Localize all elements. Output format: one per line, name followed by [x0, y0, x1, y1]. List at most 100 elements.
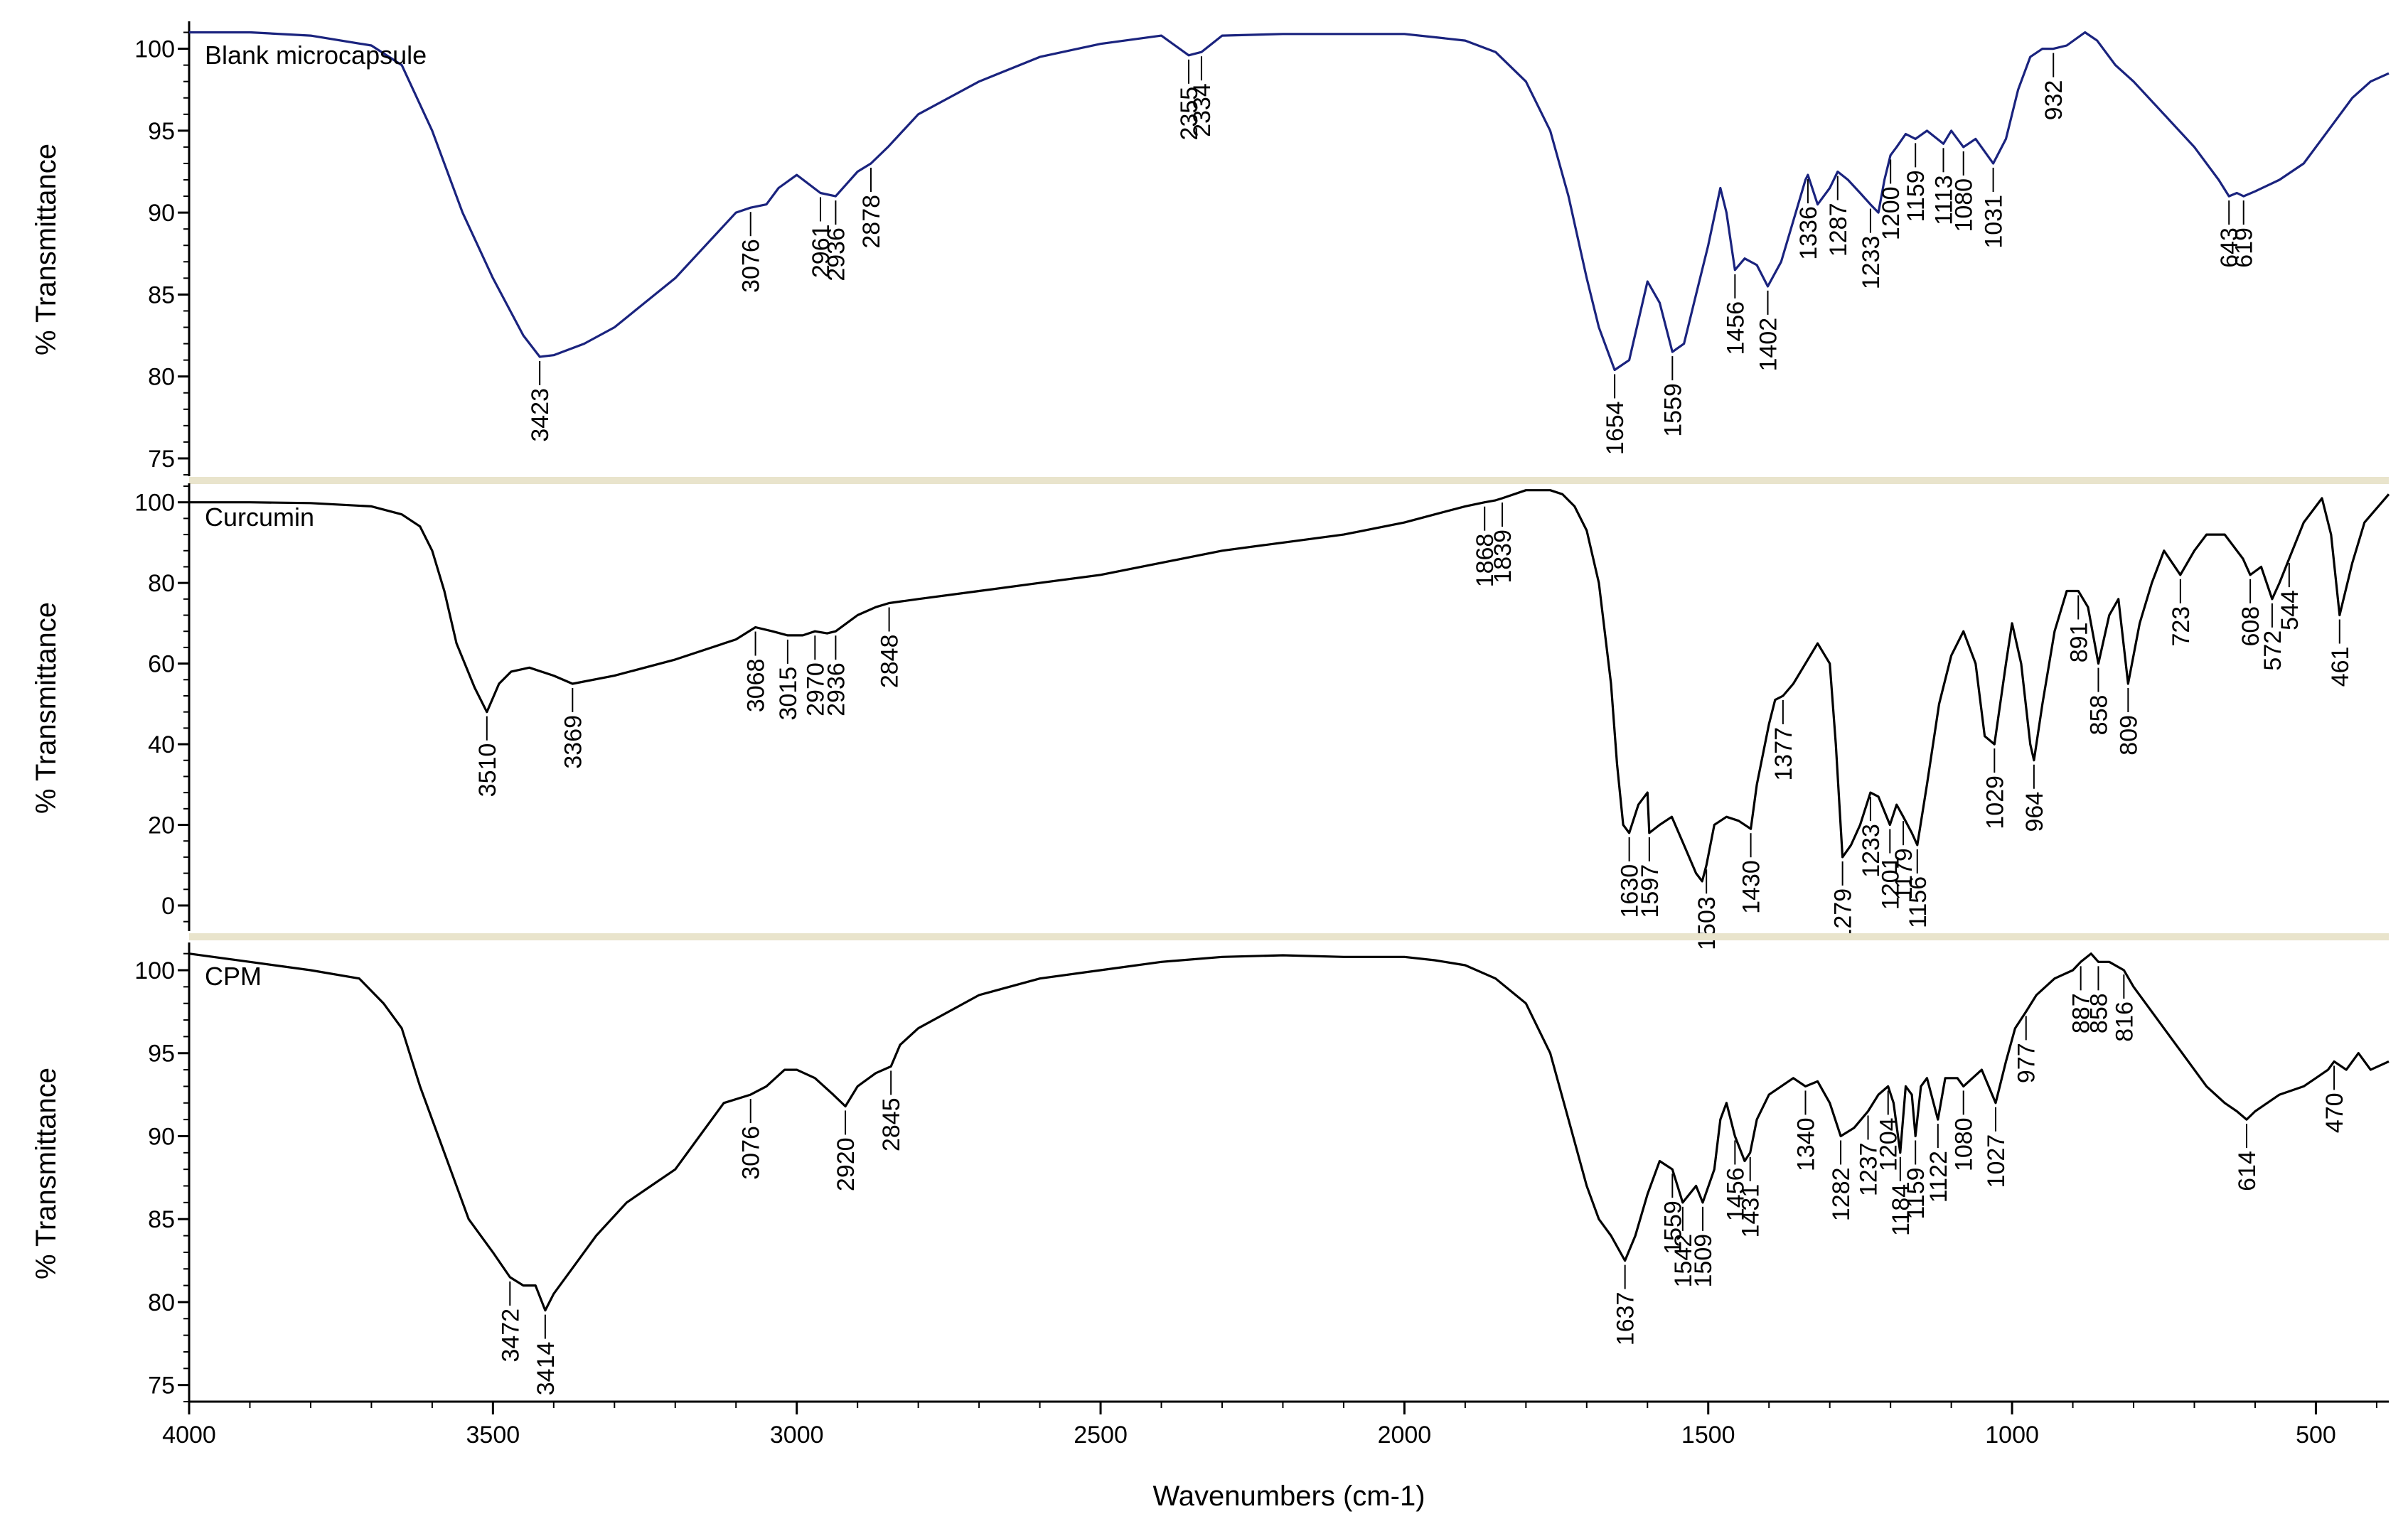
x-tick-label: 3500	[466, 1422, 520, 1449]
y-tick-label: 60	[148, 651, 175, 678]
peak-label: 723	[2168, 606, 2195, 647]
peak-label: 3510	[474, 743, 501, 797]
peak-label: 2355	[1176, 87, 1203, 141]
peak-label: 816	[2111, 1001, 2138, 1042]
x-tick-label: 2500	[1074, 1422, 1128, 1449]
peak-label: 1237	[1856, 1142, 1883, 1196]
peak-label: 1122	[1925, 1151, 1952, 1203]
y-tick-label: 20	[148, 812, 175, 839]
peak-label: 1430	[1738, 860, 1765, 914]
panel-3: 75 80 85 90 95 100 % Transmittance CPM 3472 3414 3…	[31, 942, 2390, 1403]
x-tick-label: 500	[2296, 1422, 2336, 1449]
peak-label: 3068	[743, 659, 770, 713]
peak-label: 2936	[823, 227, 850, 281]
y-tick-label: 95	[148, 1041, 175, 1068]
peak-label: 1654	[1602, 401, 1629, 455]
peak-label: 1029	[1981, 775, 2008, 829]
peak-label: 544	[2276, 590, 2303, 630]
peak-label: 1233	[1858, 824, 1885, 878]
y-tick-label: 75	[148, 446, 175, 473]
peak-label: 1282	[1828, 1167, 1855, 1221]
peak-label: 1027	[1983, 1134, 2010, 1188]
y-tick-label: 80	[148, 570, 175, 597]
y-axis-title: % Transmittance	[31, 1068, 62, 1279]
peak-label: 1287	[1825, 203, 1852, 257]
peak-label: 3015	[775, 667, 802, 721]
panel-2: 0 20 40 60 80 100 % Transmittance Curcumin 3510 3…	[31, 483, 2390, 950]
spectrum-line	[189, 31, 2390, 372]
x-tick-label: 3000	[770, 1422, 824, 1449]
peak-label: 2848	[877, 635, 904, 689]
peak-label: 1159	[1903, 170, 1930, 222]
y-tick-label: 100	[134, 957, 175, 984]
peak-label: 608	[2237, 606, 2264, 647]
peak-label: 1597	[1637, 864, 1664, 918]
spectrum-line	[189, 489, 2390, 883]
peak-label: 977	[2013, 1043, 2040, 1083]
panel-label: Blank microcapsule	[205, 41, 427, 70]
peak-label: 1377	[1770, 727, 1797, 781]
peak-label: 887	[2068, 993, 2095, 1033]
peak-label: 614	[2234, 1151, 2261, 1191]
peak-label: 572	[2259, 630, 2286, 671]
peak-label: 858	[2085, 993, 2112, 1033]
peak-label: 964	[2021, 792, 2048, 832]
panel-label: CPM	[205, 962, 262, 991]
peak-label: 3472	[497, 1309, 524, 1363]
peak-label: 1201	[1877, 856, 1904, 910]
y-tick-label: 90	[148, 200, 175, 227]
y-tick-label: 80	[148, 364, 175, 391]
peak-label: 1509	[1690, 1234, 1717, 1288]
peak-label: 1431	[1738, 1184, 1765, 1238]
peak-label: 1080	[1951, 178, 1978, 232]
peak-label: 1336	[1795, 206, 1822, 260]
y-tick-label: 0	[161, 893, 175, 920]
panel-1: 75 80 85 90 95 100 % Transmittance Blank microc…	[31, 21, 2390, 484]
peak-label: 619	[2231, 227, 2258, 268]
peak-label: 1340	[1792, 1117, 1819, 1171]
peak-label: 3076	[738, 239, 765, 293]
peak-label: 1456	[1722, 301, 1749, 355]
y-tick-label: 40	[148, 731, 175, 758]
peak-label: 1179	[1890, 848, 1917, 900]
peak-label: 1113	[1931, 175, 1958, 225]
panel-separator	[189, 477, 2389, 484]
peak-label: 1456	[1722, 1167, 1749, 1221]
x-tick-label: 2000	[1378, 1422, 1432, 1449]
y-axis-title: % Transmittance	[31, 144, 62, 355]
peak-label: 2920	[833, 1137, 860, 1191]
peak-label: 1279	[1830, 888, 1857, 942]
peak-label: 1080	[1951, 1117, 1978, 1171]
peak-label: 1156	[1905, 876, 1932, 928]
peak-label: 2961	[808, 224, 835, 278]
peak-label: 1204	[1875, 1117, 1903, 1171]
y-tick-label: 90	[148, 1123, 175, 1150]
peak-label: 1637	[1612, 1292, 1639, 1346]
panel-separator	[189, 933, 2389, 940]
peak-label: 809	[2115, 715, 2142, 756]
y-tick-label: 75	[148, 1372, 175, 1400]
peak-label: 1868	[1472, 534, 1499, 588]
x-tick-label: 4000	[162, 1422, 216, 1449]
y-tick-label: 95	[148, 118, 175, 145]
peak-label: 891	[2065, 622, 2092, 662]
x-axis-title: Wavenumbers (cm-1)	[1152, 1481, 1425, 1512]
peak-label: 858	[2085, 695, 2112, 736]
peak-label: 1402	[1755, 318, 1782, 372]
x-tick-label: 1000	[1985, 1422, 2039, 1449]
peak-label: 1159	[1903, 1167, 1930, 1219]
peak-label: 3076	[738, 1126, 765, 1180]
peak-label: 1542	[1670, 1234, 1697, 1288]
peak-label: 461	[2327, 647, 2354, 687]
y-tick-label: 100	[134, 490, 175, 517]
peak-label: 2878	[858, 195, 885, 249]
peak-label: 2334	[1189, 83, 1216, 137]
peak-label: 643	[2216, 227, 2243, 268]
y-tick-label: 85	[148, 1206, 175, 1233]
peak-label: 1233	[1858, 236, 1885, 290]
y-tick-label: 85	[148, 281, 175, 308]
peak-label: 1503	[1693, 896, 1721, 950]
peak-label: 2936	[823, 662, 850, 716]
